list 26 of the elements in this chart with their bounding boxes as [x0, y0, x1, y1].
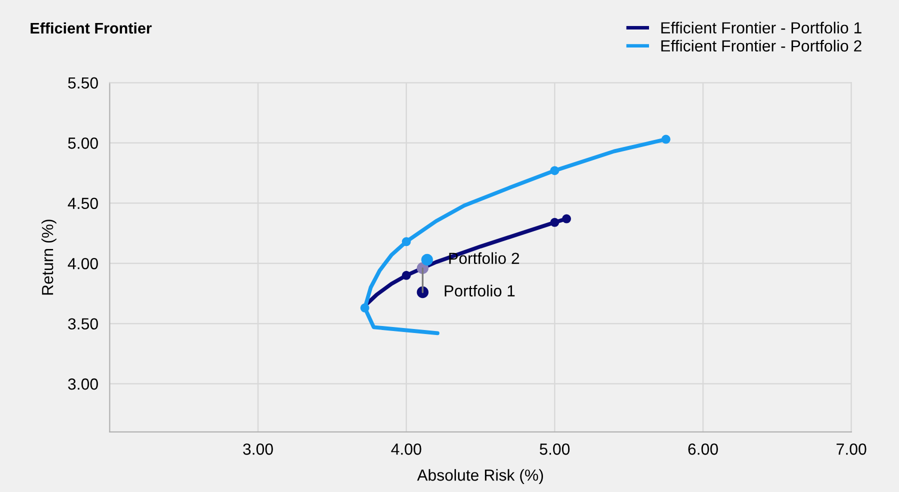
x-axis-title: Absolute Risk (%) [417, 469, 543, 484]
point [661, 134, 670, 144]
point [550, 166, 560, 176]
y-axis-title: Return (%) [41, 220, 56, 295]
annotation: Portfolio 1 [444, 284, 515, 297]
point [421, 254, 433, 266]
point [360, 303, 370, 312]
chart-title: Efficient Frontier [30, 22, 152, 34]
legend-label: Efficient Frontier - Portfolio 1 [661, 22, 862, 34]
y-tick-label: 4.50 [68, 198, 98, 210]
y-tick-label: 4.00 [68, 258, 98, 270]
x-tick-label: 3.00 [243, 444, 273, 455]
point [402, 270, 411, 280]
x-tick-label: 6.00 [688, 444, 718, 455]
y-tick-label: 5.50 [68, 77, 98, 89]
legend-label: Efficient Frontier - Portfolio 2 [661, 40, 862, 52]
point [402, 237, 411, 246]
x-tick-label: 4.00 [391, 444, 422, 455]
y-tick-label: 3.00 [68, 378, 98, 390]
x-tick-label: 5.00 [540, 444, 570, 455]
y-tick-label: 5.00 [68, 138, 98, 149]
y-tick-label: 3.50 [68, 318, 98, 330]
annotation: Portfolio 2 [449, 252, 520, 264]
x-tick-label: 7.00 [836, 444, 866, 455]
point [550, 218, 560, 227]
point [562, 214, 572, 224]
